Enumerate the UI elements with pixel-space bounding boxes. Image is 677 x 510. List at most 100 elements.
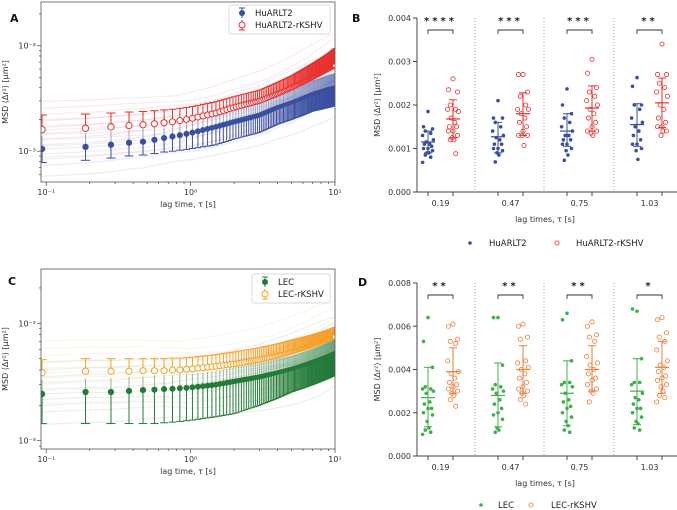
panel-label-b: B: [352, 12, 360, 25]
data-point: [585, 115, 591, 121]
y-tick-label: 10⁻³: [18, 437, 36, 446]
data-point: [635, 75, 639, 80]
data-point: [586, 399, 592, 405]
data-point: [664, 128, 670, 134]
data-point: [189, 384, 196, 391]
y-axis-label: MSD ⟨Δr²⟩ [μm²]: [1, 327, 10, 391]
data-point: [662, 85, 668, 91]
data-point: [491, 146, 496, 151]
data-point: [664, 382, 670, 388]
data-point: [569, 359, 574, 363]
data-point: [493, 382, 498, 387]
data-point: [428, 155, 433, 159]
legend-label: LEC: [498, 501, 514, 510]
data-point: [660, 128, 666, 134]
data-point: [586, 334, 592, 340]
data-point: [585, 323, 591, 329]
data-point: [658, 132, 664, 138]
data-point: [634, 148, 638, 153]
data-point: [491, 315, 496, 320]
data-point: [629, 116, 634, 120]
data-point: [204, 382, 211, 389]
data-point: [664, 358, 670, 364]
legend-marker: [479, 503, 483, 507]
data-point: [446, 379, 452, 385]
x-tick-label: 0.47: [502, 463, 520, 472]
significance-stars: **: [641, 16, 657, 27]
data-point: [520, 321, 526, 327]
data-point: [125, 367, 133, 375]
data-point: [429, 406, 434, 411]
data-point: [125, 139, 133, 146]
data-point: [561, 138, 566, 142]
data-point: [430, 365, 435, 370]
panel-label-c: C: [8, 275, 16, 288]
data-point: [589, 319, 595, 325]
data-point: [176, 385, 183, 392]
panel-c-msd-loglog: 10⁻¹ 10⁰ 10¹ 10⁻³ 10⁻² lag time, τ [s] MSD ⟨Δr…: [1, 268, 342, 476]
data-point: [654, 347, 660, 353]
data-point: [183, 384, 190, 391]
data-point: [426, 315, 430, 320]
legend-label: LEC-rKSHV: [278, 290, 324, 300]
data-point: [420, 160, 425, 165]
data-point: [454, 382, 460, 388]
data-point: [420, 432, 425, 437]
data-point: [161, 386, 168, 393]
x-tick-label: 10⁰: [184, 188, 197, 197]
data-point: [139, 121, 147, 129]
x-tick-label: 10⁻¹: [37, 455, 55, 464]
data-point: [496, 315, 500, 320]
legend-marker: [238, 21, 246, 29]
data-point: [494, 391, 499, 396]
data-point: [560, 317, 565, 322]
data-point: [454, 336, 460, 342]
x-axis-label: lag time, τ [s]: [160, 200, 216, 209]
data-point: [525, 388, 531, 394]
data-point: [445, 106, 451, 112]
data-point: [496, 98, 500, 103]
data-point: [454, 388, 460, 394]
data-point: [139, 386, 147, 394]
significance-bracket: [427, 294, 454, 299]
significance-bracket: [636, 29, 663, 34]
data-point: [500, 417, 505, 422]
data-point: [430, 148, 435, 153]
data-point: [630, 410, 635, 415]
data-point: [585, 371, 591, 377]
legend-marker: [528, 502, 534, 508]
data-point: [445, 323, 451, 329]
data-point: [447, 397, 453, 403]
data-point: [430, 127, 435, 131]
y-tick-label: 0.008: [388, 279, 411, 288]
data-point: [454, 124, 460, 130]
data-point: [564, 148, 568, 153]
data-point: [41, 125, 46, 134]
y-axis-label: MSD ⟨Δr²⟩ [μm²]: [373, 73, 382, 137]
data-point: [421, 339, 426, 344]
data-point: [655, 72, 661, 78]
data-point: [637, 129, 641, 133]
data-point: [635, 309, 639, 313]
data-point: [422, 142, 427, 146]
data-point: [559, 382, 564, 387]
x-axis-label: lag times, τ [s]: [515, 215, 575, 224]
data-point: [428, 387, 433, 391]
data-point: [567, 380, 572, 385]
legend: HuARLT2 HuARLT2-rKSHV: [468, 239, 644, 249]
data-point: [182, 115, 190, 123]
data-point: [423, 385, 428, 389]
data-point: [183, 130, 190, 137]
data-point: [420, 133, 425, 138]
y-tick-label: 10⁻²: [18, 319, 36, 328]
data-point: [659, 315, 665, 321]
data-point: [584, 354, 590, 360]
x-tick-label: 0.19: [432, 199, 450, 208]
data-point: [516, 375, 522, 381]
data-point: [41, 368, 46, 377]
data-point: [568, 138, 573, 142]
data-point: [594, 102, 600, 108]
significance-stars: ***: [498, 16, 523, 27]
data-point: [491, 116, 496, 120]
data-point: [592, 338, 598, 344]
